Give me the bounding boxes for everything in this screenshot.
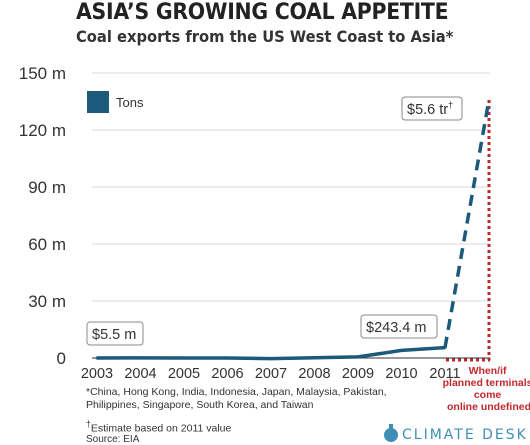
x-tick-label: 2003 xyxy=(81,366,113,382)
future-zone: When/if planned terminals come online un… xyxy=(443,100,530,413)
callout-start-box xyxy=(86,321,144,346)
footnote-estimate: †Estimate based on 2011 value xyxy=(86,418,416,436)
callout-future: $5.6 tr† xyxy=(401,96,463,121)
x-axis-ticks: 2003 2004 2005 2006 2007 2008 2009 2010 2011 xyxy=(81,366,461,382)
data-point xyxy=(95,356,99,360)
data-point xyxy=(139,356,142,360)
future-label-line-1: When/if xyxy=(469,365,507,377)
callout-future-mark: † xyxy=(448,100,453,110)
brand-logo: CLIMATE DESK xyxy=(384,424,528,443)
future-label-line-3: come xyxy=(474,389,502,401)
x-tick-label: 2006 xyxy=(211,366,243,382)
legend-swatch xyxy=(87,91,109,113)
y-tick-label: 60 m xyxy=(28,235,66,254)
callout-start-label: $5.5 m xyxy=(92,327,136,343)
y-tick-label: 0 xyxy=(57,349,66,368)
x-tick-label: 2007 xyxy=(255,366,287,382)
callout-end-label: $243.4 m xyxy=(366,320,426,336)
x-tick-label: 2011 xyxy=(429,366,460,382)
y-axis-ticks: 0 30 m 60 m 90 m 120 m 150 m xyxy=(19,64,66,368)
y-tick-label: 150 m xyxy=(19,64,66,83)
callout-future-value: $5.6 tr xyxy=(407,102,448,118)
x-tick-label: 2008 xyxy=(298,366,330,382)
chart-subtitle: Coal exports from the US West Coast to A… xyxy=(76,27,454,46)
callout-future-label: $5.6 tr† xyxy=(407,100,453,118)
data-point xyxy=(400,348,403,352)
chart-title: ASIA’S GROWING COAL APPETITE xyxy=(76,0,449,25)
data-point xyxy=(313,356,316,360)
y-tick-label: 90 m xyxy=(28,178,66,197)
x-tick-label: 2010 xyxy=(385,366,417,382)
legend: Tons xyxy=(87,91,144,113)
data-point xyxy=(269,357,273,361)
footnote-estimate-mark: † xyxy=(86,419,91,429)
future-zone-label: When/if planned terminals come online un… xyxy=(443,365,530,413)
series-line-projection xyxy=(443,99,491,348)
y-tick-label: 120 m xyxy=(19,121,66,140)
callout-future-box xyxy=(401,96,463,121)
brand-name: CLIMATE DESK xyxy=(402,427,528,443)
data-point xyxy=(443,346,447,350)
data-point xyxy=(182,356,186,360)
drop-icon xyxy=(384,424,398,442)
footnote-estimate-text: Estimate based on 2011 value xyxy=(90,422,232,435)
future-label-line-2: planned terminals xyxy=(443,377,530,389)
callout-start: $5.5 m xyxy=(86,321,144,346)
series-line-actual xyxy=(96,345,446,361)
data-point xyxy=(356,355,360,359)
footnote-countries: *China, Hong Kong, India, Indonesia, Jap… xyxy=(86,386,387,411)
legend-label: Tons xyxy=(116,95,144,110)
source-note: Source: EIA xyxy=(86,434,140,445)
x-tick-label: 2004 xyxy=(124,366,156,382)
future-label-line-4: online undefined xyxy=(447,401,530,413)
callout-end-box xyxy=(360,314,438,339)
x-tick-label: 2009 xyxy=(342,366,374,382)
callout-end: $243.4 m xyxy=(360,314,438,339)
y-tick-label: 30 m xyxy=(28,292,66,311)
x-tick-label: 2005 xyxy=(168,366,200,382)
data-points xyxy=(95,346,447,361)
gridlines xyxy=(92,72,490,302)
data-point xyxy=(226,356,229,360)
